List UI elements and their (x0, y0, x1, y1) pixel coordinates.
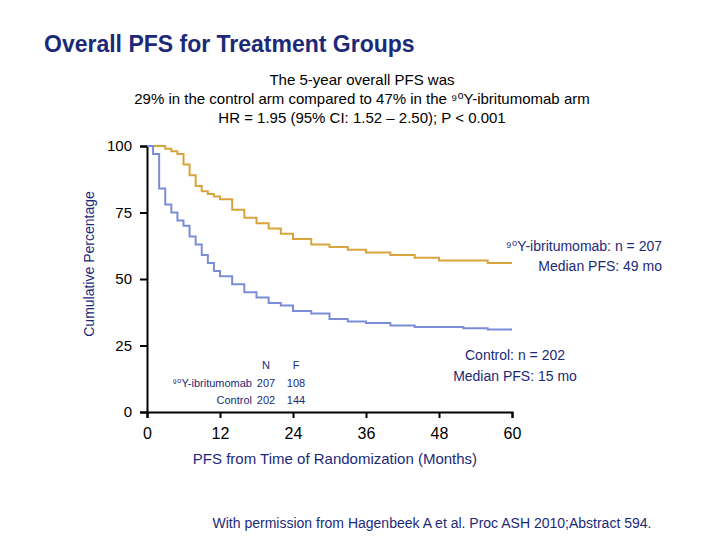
y-tick: 50 (115, 270, 147, 287)
annotation: Median PFS: 15 mo (453, 368, 577, 384)
table-header: N (262, 359, 270, 371)
y-tick: 0 (124, 403, 147, 420)
source: With permission from Hagenbeek A et al. … (213, 515, 652, 531)
x-tick-mark (220, 412, 222, 418)
x-tick-mark (293, 412, 295, 418)
y-tick-mark (140, 212, 147, 214)
title: Overall PFS for Treatment Groups (44, 31, 415, 57)
subtitle: HR = 1.95 (95% CI: 1.52 – 2.50); P < 0.0… (218, 109, 505, 126)
table-header: F (293, 359, 300, 371)
x-tick: 12 (212, 412, 230, 442)
y-tick-label: 0 (124, 403, 132, 420)
table-cell: 144 (287, 394, 305, 406)
x-tick-label: 60 (504, 425, 522, 442)
plot-lines (147, 146, 512, 331)
x-tick-label: 48 (431, 425, 449, 442)
y-tick-mark (140, 345, 147, 347)
x-tick-mark (439, 412, 441, 418)
table-cell: 202 (257, 394, 275, 406)
x-tick: 0 (143, 412, 152, 442)
y-axis-line (140, 147, 148, 413)
x-tick-label: 36 (358, 425, 376, 442)
y-tick: 100 (107, 137, 147, 154)
x-tick-label: 12 (212, 425, 230, 442)
x-axis: 0 12 24 36 48 60 (143, 412, 521, 442)
y-tick-label: 25 (115, 337, 132, 354)
table-row-label: ⁹⁰Y-ibritumomab (172, 377, 252, 389)
x-axis-title: PFS from Time of Randomization (Months) (193, 450, 477, 467)
y-tick: 75 (115, 204, 147, 221)
annotation: Median PFS: 49 mo (538, 258, 662, 274)
y-tick-label: 100 (107, 137, 132, 154)
x-tick-mark (366, 412, 368, 418)
x-tick: 24 (285, 412, 303, 442)
table-row-label: Control (217, 394, 252, 406)
x-tick-label: 24 (285, 425, 303, 442)
subtitle: 29% in the control arm compared to 47% i… (134, 90, 589, 107)
x-axis-line (148, 413, 513, 419)
y-tick-mark (140, 412, 147, 414)
y-tick-label: 75 (115, 204, 132, 221)
y-axis-title: Cumulative Percentage (81, 191, 97, 337)
table-cell: 108 (287, 377, 305, 389)
series-line (147, 146, 512, 331)
y-axis: 0 25 50 75 100 (107, 137, 148, 420)
y-tick: 25 (115, 337, 147, 354)
x-tick: 48 (431, 412, 449, 442)
annotation: ⁹⁰Y-ibritumomab: n = 207 (506, 238, 662, 254)
chart: Overall PFS for Treatment Groups The 5-ye… (0, 0, 720, 540)
y-tick-mark (140, 279, 147, 281)
annotation: Control: n = 202 (465, 347, 565, 363)
x-tick: 60 (504, 412, 522, 442)
x-tick-mark (512, 412, 514, 418)
subtitle: The 5-year overall PFS was (269, 71, 454, 88)
table-cell: 207 (257, 377, 275, 389)
x-tick: 36 (358, 412, 376, 442)
y-tick-mark (140, 146, 147, 148)
x-tick-label: 0 (143, 425, 152, 442)
y-tick-label: 50 (115, 270, 132, 287)
